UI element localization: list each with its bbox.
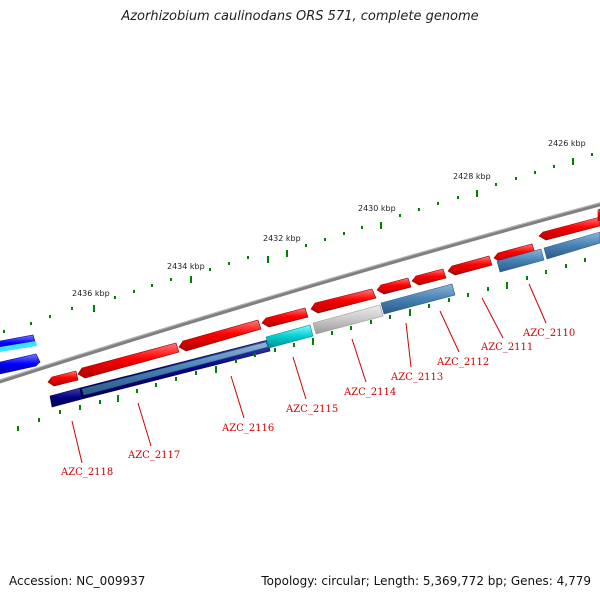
scale-labels: 2426 kbp 2428 kbp 2430 kbp 2432 kbp 2434… (72, 139, 586, 298)
gene-label-azc-2118[interactable]: AZC_2118 (60, 467, 113, 478)
gene-azc-2115-arrow[interactable] (261, 307, 309, 328)
feature-steel-long[interactable] (81, 341, 269, 396)
accession-text: Accession: NC_009937 (9, 574, 146, 588)
gene-label-azc-2114[interactable]: AZC_2114 (343, 387, 396, 398)
feature-navy-short[interactable] (49, 387, 83, 408)
scale-label: 2426 kbp (548, 139, 586, 148)
gene-azc-2116-arrow[interactable] (178, 319, 262, 352)
label-leaders (71, 283, 547, 464)
scale-ticks (3, 153, 593, 333)
scale-label: 2434 kbp (167, 262, 205, 271)
feature-steel-a[interactable] (380, 283, 456, 315)
feature-blue-bottom[interactable] (0, 353, 41, 375)
left-edge-features (0, 334, 41, 375)
scale-label: 2428 kbp (453, 172, 491, 181)
feature-track (49, 231, 600, 408)
map-title: Azorhizobium caulinodans ORS 571, comple… (121, 9, 479, 24)
gene-azc-2112-arrow[interactable] (411, 268, 447, 286)
forward-gene-track (47, 208, 600, 387)
gene-azc-2111-arrow[interactable] (447, 255, 493, 276)
scale-label: 2430 kbp (358, 204, 396, 213)
gene-azc-2113-arrow[interactable] (376, 277, 412, 295)
feature-steel-b[interactable] (496, 248, 545, 273)
feature-cyan[interactable] (265, 324, 314, 349)
genome-stats-text: Topology: circular; Length: 5,369,772 bp… (261, 574, 591, 588)
gene-label-azc-2112[interactable]: AZC_2112 (436, 357, 489, 368)
feature-steel-c[interactable] (543, 231, 600, 260)
gene-label-azc-2117[interactable]: AZC_2117 (127, 450, 180, 461)
gene-label-azc-2116[interactable]: AZC_2116 (221, 423, 274, 434)
genome-backbone (0, 202, 600, 384)
inner-ticks (17, 258, 586, 431)
gene-label-azc-2115[interactable]: AZC_2115 (285, 404, 338, 415)
gene-next-arrow[interactable] (538, 216, 600, 241)
gene-label-azc-2110[interactable]: AZC_2110 (522, 328, 575, 339)
gene-label-azc-2113[interactable]: AZC_2113 (390, 372, 443, 383)
gene-label-azc-2111[interactable]: AZC_2111 (480, 342, 533, 353)
gene-azc-2117-arrow[interactable] (77, 342, 180, 379)
scale-label: 2432 kbp (263, 234, 301, 243)
scale-label: 2436 kbp (72, 289, 110, 298)
feature-cyan-strip[interactable] (0, 341, 37, 352)
gene-azc-2114-arrow[interactable] (310, 288, 377, 314)
gene-labels: AZC_2110 AZC_2111 AZC_2112 AZC_2113 AZC_… (60, 328, 575, 478)
gene-azc-2118-arrow[interactable] (47, 370, 79, 387)
feature-gray[interactable] (312, 304, 384, 335)
